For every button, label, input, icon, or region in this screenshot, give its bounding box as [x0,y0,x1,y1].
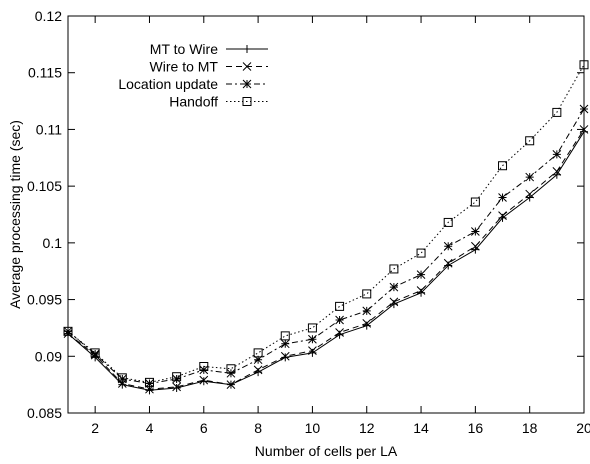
series-wire-to-mt [63,125,589,394]
axis-ticks: 2 4 6 8 10 12 14 16 18 20 0.085 0.09 0.095 0.1 0.105 0.… [27,8,590,436]
data-point [117,379,127,388]
data-point [280,331,290,341]
data-point [552,107,562,117]
data-point [280,339,290,349]
data-point [416,286,426,295]
data-point [226,364,236,374]
data-point [416,248,426,258]
legend-label: Wire to MT [150,59,219,75]
data-point [253,355,263,365]
data-point [443,217,453,227]
data-point [525,189,535,199]
data-point [90,348,100,358]
series-line [67,129,585,390]
data-point [335,315,344,325]
data-point [308,334,317,344]
data-point [307,323,317,333]
series-mt-to-wire [64,127,588,395]
x-tick-label: 12 [359,420,375,436]
data-point [362,319,372,328]
data-point [552,167,562,176]
data-point [335,328,344,337]
series-line [67,108,585,385]
y-tick-label: 0.115 [28,65,62,81]
data-point [362,289,372,299]
legend-label: Location update [118,76,218,92]
series-line [67,64,585,383]
x-tick-label: 16 [468,420,484,436]
x-tick-label: 8 [254,420,262,436]
y-axis-label: Average processing time (sec) [7,120,23,309]
series-location-update [63,104,589,388]
y-tick-label: 0.11 [36,121,62,137]
series-line [67,131,585,391]
y-tick-label: 0.09 [35,348,62,364]
data-point [443,241,453,251]
data-point [470,197,480,207]
data-point [471,245,480,254]
data-point [389,282,399,292]
x-tick-label: 20 [576,420,590,436]
data-point [117,374,127,384]
x-tick-label: 18 [522,420,538,436]
data-point [308,346,317,355]
data-point [144,377,154,387]
data-point [253,348,263,358]
data-point [498,193,507,202]
legend-label: MT to Wire [150,41,218,57]
series-lines [63,60,589,395]
legend-marker [242,97,252,106]
legend-label: Handoff [169,94,218,110]
data-point [172,374,181,384]
data-point [552,150,562,159]
data-point [90,349,100,359]
data-point [199,375,209,385]
data-point [389,264,399,274]
y-tick-label: 0.1 [43,235,63,251]
x-tick-label: 2 [91,420,99,436]
data-point [253,365,263,375]
data-point [525,172,535,182]
data-point [362,306,372,316]
data-point [471,227,480,236]
data-point [172,382,181,392]
data-point [226,368,236,378]
data-point [389,297,399,307]
y-tick-label: 0.085 [27,405,62,421]
data-point [280,351,290,361]
data-point [552,170,561,179]
x-tick-label: 6 [200,420,208,436]
y-tick-label: 0.105 [27,178,62,194]
data-point [498,161,508,171]
x-tick-label: 10 [305,420,321,436]
data-point [416,270,426,279]
y-tick-label: 0.095 [27,292,62,308]
legend-marker [242,62,252,71]
data-point [145,379,154,388]
data-point [335,301,345,311]
series-handoff [63,60,589,387]
legend-marker [243,45,251,53]
data-point [226,380,236,389]
data-point [471,241,480,251]
x-tick-label: 14 [413,420,429,436]
data-point [172,384,181,393]
x-tick-label: 4 [146,420,154,436]
data-point [498,211,507,220]
data-point [172,372,182,382]
data-point [145,386,154,395]
data-point [117,373,127,383]
data-point [199,361,209,371]
plot-frame [67,15,585,414]
y-tick-label: 0.12 [35,8,62,24]
data-point [199,365,209,375]
data-point [443,258,453,268]
data-point [525,193,534,202]
x-axis-label: Number of cells per LA [255,443,398,459]
data-point [525,136,535,146]
legend-marker [242,79,252,89]
